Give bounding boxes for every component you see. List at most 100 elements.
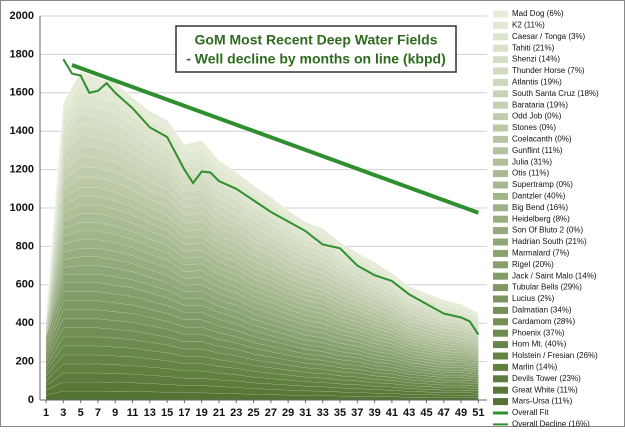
y-tick-label: 2000 [10,10,34,22]
legend-swatch [493,101,508,109]
area-edge [45,372,479,394]
legend-label: Lucius (2%) [512,294,555,303]
legend-swatch [493,363,508,371]
title-box [175,25,457,73]
y-tick-label: 200 [16,356,34,368]
line [71,63,480,215]
area-edge [45,166,479,340]
legend-label: Supertramp (0%) [512,180,573,189]
area-band [46,213,479,354]
area-band [46,103,479,325]
legend-label: Holstein / Fresian (26%) [512,351,598,360]
legend-label: Overall Fit [512,408,549,417]
x-tick-label: 9 [112,407,118,419]
area-edge [45,265,479,366]
y-tick-label: 0 [28,394,34,406]
legend-label: Julia (31%) [512,157,552,166]
legend-label: Overall Decline (16%) [512,420,590,427]
area-band [46,327,479,384]
legend-swatch [493,295,508,303]
area-band [46,282,479,373]
y-tick-label: 800 [16,240,34,252]
y-tick-label: 1800 [10,48,34,60]
legend-swatch [493,56,508,64]
x-tick-label: 23 [230,407,242,419]
x-tick-label: 43 [403,407,415,419]
x-tick-label: 5 [78,407,84,419]
x-tick-label: 49 [455,407,467,419]
area-band [46,155,479,339]
legend-swatch [493,272,508,280]
x-tick-label: 21 [213,407,225,419]
y-tick-label: 600 [16,279,34,291]
line [62,58,480,336]
area-band [46,145,479,337]
legend-swatch [493,238,508,246]
legend-label: Horn Mt. (40%) [512,340,567,349]
legend-label: Jack / Saint Malo (14%) [512,271,597,280]
legend-swatch [493,21,508,29]
legend-label: Odd Job (0%) [512,112,562,121]
x-tick-label: 1 [43,407,49,419]
legend-swatch [493,249,508,257]
legend-swatch [493,227,508,235]
x-tick-label: 45 [420,407,432,419]
y-tick-label: 1400 [10,125,34,137]
y-tick-label: 1200 [10,164,34,176]
legend-label: Hadrian South (21%) [512,237,587,246]
area-band [46,230,479,359]
legend-swatch [493,113,508,121]
area-band [46,248,479,364]
area-edge [45,145,479,334]
legend-swatch [493,204,508,212]
area-band [46,134,479,334]
legend-label: Cardamom (28%) [512,317,575,326]
legend-swatch [493,352,508,360]
legend-swatch [493,170,508,178]
legend-label: Rigel (20%) [512,260,554,269]
area-band [46,390,479,400]
x-tick-label: 19 [196,407,208,419]
legend-swatch [493,386,508,394]
y-tick-label: 400 [16,317,34,329]
legend-label: Tahiti (21%) [512,43,555,52]
legend-swatch [493,78,508,86]
legend-label: Heidelberg (8%) [512,214,570,223]
legend-label: Big Bend (16%) [512,203,568,212]
legend-swatch [493,158,508,166]
legend-swatch [493,306,508,314]
chart-subtitle: - Well decline by months on line (kbpd) [186,51,446,67]
legend-label: Shenzi (14%) [512,55,560,64]
x-tick-label: 33 [317,407,329,419]
legend-label: Mad Dog (6%) [512,9,564,18]
legend-swatch [493,329,508,337]
area-band [46,372,479,396]
legend-swatch [493,261,508,269]
x-tick-label: 3 [60,407,66,419]
area-band [46,318,479,382]
legend-swatch [493,398,508,406]
area-band [46,336,479,387]
legend-swatch [493,192,508,200]
overlay: GoM Most Recent Deep Water Fields - Well… [175,25,457,73]
legend-label: Atlantis (19%) [512,78,562,87]
legend-label: Otis (11%) [512,169,550,178]
area-band [46,222,479,357]
x-tick-label: 31 [299,407,311,419]
legend-swatch [493,33,508,41]
area-band [46,113,479,328]
legend-swatch [493,318,508,326]
area-band [46,265,479,368]
area-band [46,354,479,391]
legend-swatch [493,284,508,292]
x-tick-label: 41 [386,407,398,419]
legend-label: Tubular Bells (29%) [512,283,582,292]
legend-label: Coelacanth (0%) [512,135,572,144]
x-tick-label: 35 [334,407,346,419]
area-band [46,381,479,398]
x-tick-label: 15 [161,407,173,419]
area-band [46,82,479,319]
legend-swatch [493,67,508,75]
